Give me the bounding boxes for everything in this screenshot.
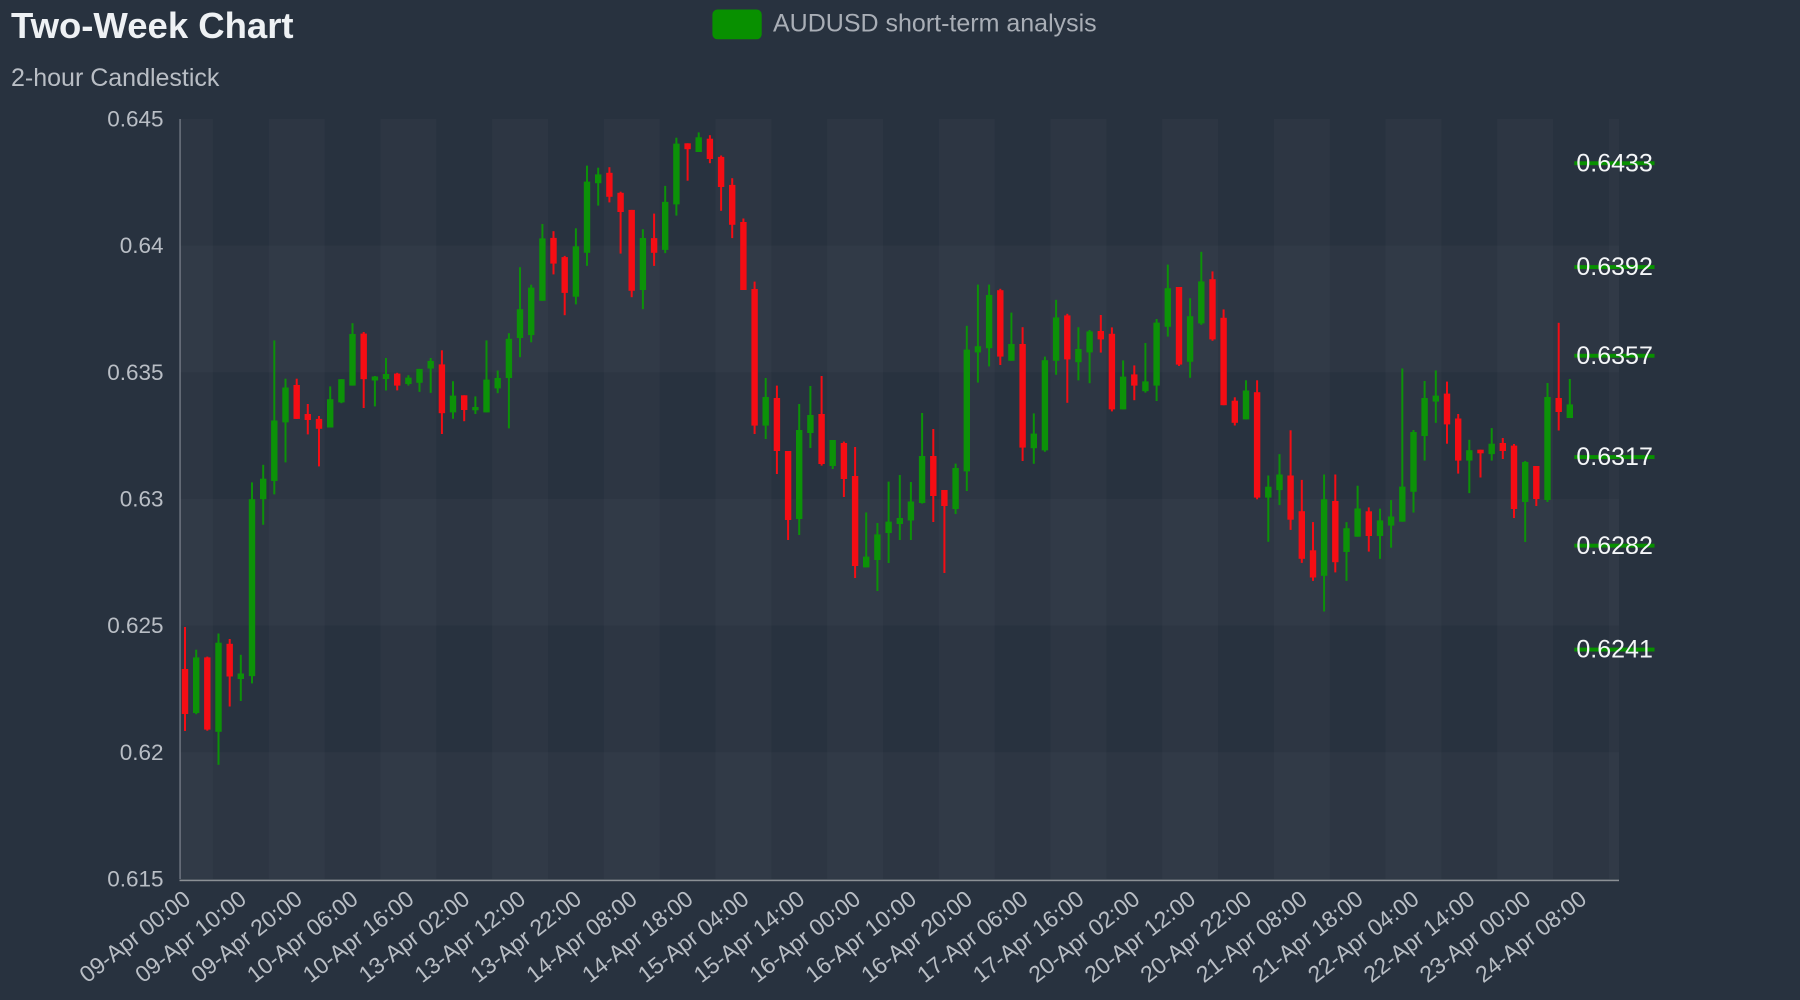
svg-text:0.6241: 0.6241 bbox=[1576, 636, 1652, 664]
svg-text:0.625: 0.625 bbox=[107, 613, 163, 638]
svg-text:2-hour Candlestick: 2-hour Candlestick bbox=[11, 64, 220, 92]
svg-text:0.6392: 0.6392 bbox=[1576, 253, 1652, 281]
svg-text:Two-Week Chart: Two-Week Chart bbox=[11, 5, 294, 46]
svg-text:0.64: 0.64 bbox=[120, 233, 164, 258]
svg-text:0.615: 0.615 bbox=[107, 866, 163, 891]
svg-text:0.63: 0.63 bbox=[120, 487, 164, 512]
svg-text:0.62: 0.62 bbox=[120, 740, 164, 765]
svg-text:AUDUSD short-term analysis: AUDUSD short-term analysis bbox=[773, 10, 1097, 38]
svg-text:0.635: 0.635 bbox=[107, 360, 163, 385]
svg-text:0.6357: 0.6357 bbox=[1576, 342, 1652, 370]
svg-text:0.645: 0.645 bbox=[107, 107, 163, 132]
svg-text:0.6433: 0.6433 bbox=[1576, 149, 1652, 177]
svg-text:0.6317: 0.6317 bbox=[1576, 443, 1652, 471]
svg-text:0.6282: 0.6282 bbox=[1576, 532, 1652, 560]
